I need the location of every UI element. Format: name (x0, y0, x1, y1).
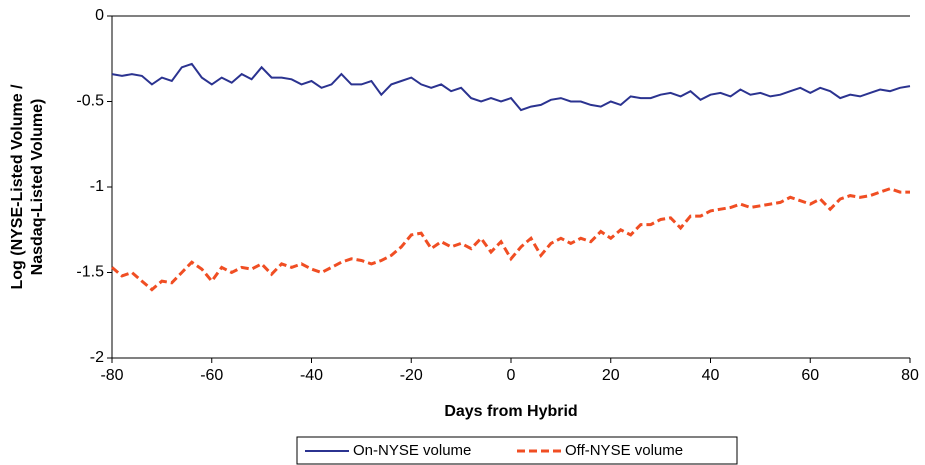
y-tick-label: -2 (90, 349, 104, 366)
x-tick-label: -40 (300, 367, 323, 384)
legend-label: On-NYSE volume (353, 442, 471, 459)
x-tick-label: 40 (702, 367, 720, 384)
x-axis-label: Days from Hybrid (444, 403, 577, 420)
legend-label: Off-NYSE volume (565, 442, 683, 459)
y-axis-label-line: Log (NYSE-Listed Volume / (9, 84, 26, 290)
y-tick-label: -1 (90, 178, 104, 195)
legend: On-NYSE volume Off-NYSE volume (296, 436, 738, 465)
y-tick-label: 0 (95, 7, 104, 24)
x-tick-label: 60 (801, 367, 819, 384)
y-tick-label: -1.5 (76, 264, 104, 281)
y-axis-label-line: Nasdaq-Listed Volume) (29, 99, 46, 276)
x-tick-label: -60 (200, 367, 223, 384)
x-tick-label: 0 (507, 367, 516, 384)
x-tick-label: -20 (400, 367, 423, 384)
y-axis-label: Log (NYSE-Listed Volume / Nasdaq-Listed … (9, 84, 46, 290)
x-tick-label: 80 (901, 367, 919, 384)
data-line (111, 62, 911, 112)
y-tick-label: -0.5 (76, 93, 104, 110)
x-tick-label: -80 (100, 367, 123, 384)
data-line (111, 187, 910, 292)
x-tick-label: 20 (602, 367, 620, 384)
